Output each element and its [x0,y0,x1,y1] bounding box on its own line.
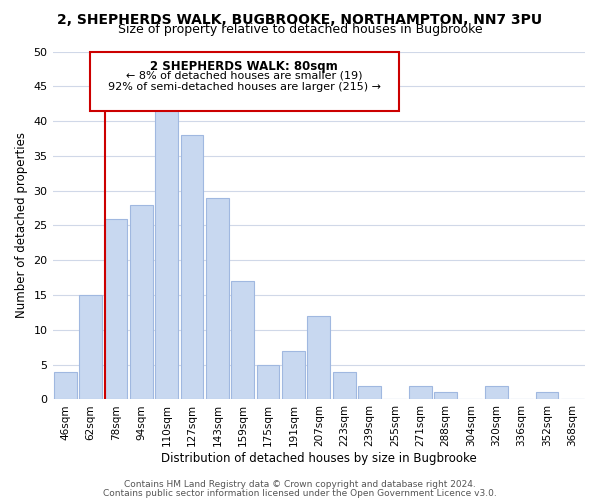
Text: Contains public sector information licensed under the Open Government Licence v3: Contains public sector information licen… [103,488,497,498]
Bar [181,135,203,400]
Bar [79,295,102,400]
Bar [54,372,77,400]
X-axis label: Distribution of detached houses by size in Bugbrooke: Distribution of detached houses by size … [161,452,476,465]
Text: 2 SHEPHERDS WALK: 80sqm: 2 SHEPHERDS WALK: 80sqm [151,60,338,73]
Bar [485,386,508,400]
Bar [155,107,178,400]
FancyBboxPatch shape [90,52,398,110]
Bar [282,350,305,400]
Bar [206,198,229,400]
Bar [257,364,280,400]
Text: Size of property relative to detached houses in Bugbrooke: Size of property relative to detached ho… [118,22,482,36]
Bar [231,281,254,400]
Bar [409,386,431,400]
Bar [104,218,127,400]
Bar [358,386,381,400]
Bar [333,372,356,400]
Bar [307,316,330,400]
Bar [434,392,457,400]
Text: 2, SHEPHERDS WALK, BUGBROOKE, NORTHAMPTON, NN7 3PU: 2, SHEPHERDS WALK, BUGBROOKE, NORTHAMPTO… [58,12,542,26]
Bar [130,204,152,400]
Bar [536,392,559,400]
Text: Contains HM Land Registry data © Crown copyright and database right 2024.: Contains HM Land Registry data © Crown c… [124,480,476,489]
Y-axis label: Number of detached properties: Number of detached properties [15,132,28,318]
Text: ← 8% of detached houses are smaller (19): ← 8% of detached houses are smaller (19) [126,70,362,81]
Text: 92% of semi-detached houses are larger (215) →: 92% of semi-detached houses are larger (… [108,82,381,92]
